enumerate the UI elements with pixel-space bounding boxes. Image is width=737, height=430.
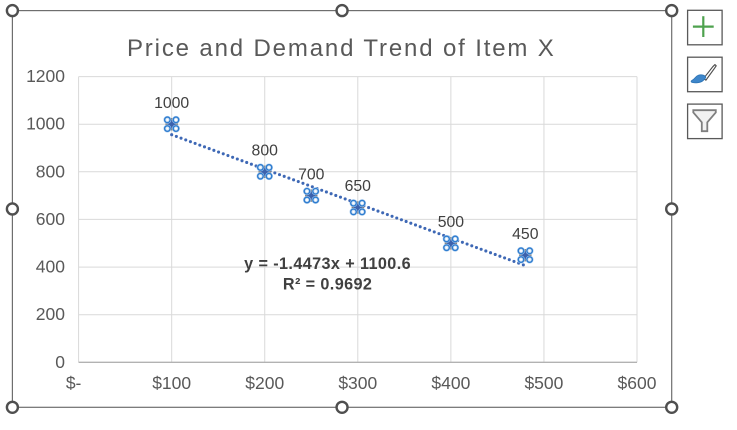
svg-text:500: 500	[438, 214, 465, 231]
svg-text:$100: $100	[152, 373, 191, 393]
svg-text:600: 600	[36, 209, 65, 229]
svg-text:200: 200	[36, 304, 65, 324]
svg-text:$400: $400	[431, 373, 470, 393]
svg-text:$500: $500	[524, 373, 563, 393]
svg-text:800: 800	[36, 161, 65, 181]
svg-text:$300: $300	[338, 373, 377, 393]
svg-text:y = -1.4473x + 1100.6: y = -1.4473x + 1100.6	[244, 255, 411, 273]
svg-text:800: 800	[252, 143, 279, 160]
svg-text:450: 450	[512, 226, 539, 243]
svg-text:Price and Demand Trend of Item: Price and Demand Trend of Item X	[127, 35, 556, 62]
svg-text:700: 700	[298, 166, 325, 183]
svg-text:400: 400	[36, 257, 65, 277]
svg-text:1000: 1000	[154, 95, 189, 112]
svg-text:$600: $600	[618, 373, 657, 393]
svg-text:650: 650	[345, 178, 372, 195]
svg-text:1000: 1000	[26, 114, 65, 134]
svg-text:R² = 0.9692: R² = 0.9692	[283, 275, 372, 293]
svg-text:0: 0	[55, 352, 65, 372]
svg-text:1200: 1200	[26, 66, 65, 86]
svg-text:$200: $200	[245, 373, 284, 393]
svg-text:$-: $-	[66, 373, 82, 393]
